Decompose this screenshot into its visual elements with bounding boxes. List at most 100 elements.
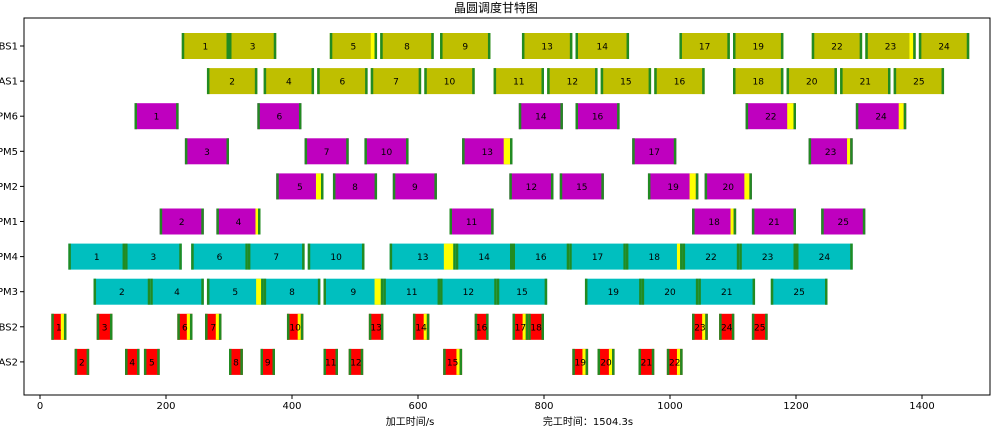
task-bar-label: 5 <box>232 288 238 298</box>
task-bar-PM5-7: 7 <box>304 138 349 165</box>
task-bar-end-edge <box>240 348 243 375</box>
task-bar-label: 4 <box>286 78 292 88</box>
task-bar-start-edge <box>134 103 137 130</box>
task-bar-start-edge <box>125 243 128 270</box>
x-tick-label-400: 400 <box>282 401 301 412</box>
task-bar-BS1-17: 17 <box>679 33 730 59</box>
task-bar-label: 18 <box>708 218 720 228</box>
task-bar-start-edge <box>424 68 427 95</box>
x-tick-label-200: 200 <box>156 401 175 412</box>
task-bar-end-edge <box>544 278 548 305</box>
task-bar-end-edge <box>365 68 368 95</box>
task-bar-fill <box>370 68 422 95</box>
task-bar-start-edge <box>654 68 657 95</box>
task-bar-start-edge <box>865 33 868 59</box>
task-bar-end-edge <box>510 243 513 270</box>
task-bar-end-edge <box>374 33 378 59</box>
task-bar-fill <box>518 103 563 130</box>
task-bar-PM1-4: 4 <box>216 208 261 235</box>
task-bar-PM6-14: 14 <box>518 103 563 130</box>
task-bar-fill <box>229 348 243 375</box>
task-bar-fill <box>698 278 756 305</box>
task-bar-start-edge <box>260 348 263 375</box>
task-bar-start-edge <box>440 278 443 305</box>
task-bar-AS1-20: 20 <box>786 68 837 95</box>
task-bar-label: 24 <box>875 113 887 123</box>
task-bar-PM4-1: 1 <box>68 243 126 270</box>
task-bar-label: 12 <box>463 288 474 298</box>
task-bar-fill <box>93 278 151 305</box>
task-bar-PM5-13: 13 <box>462 138 513 165</box>
task-bar-PM4-10: 10 <box>307 243 365 270</box>
task-bar-fill <box>68 243 126 270</box>
task-bar-end-edge <box>472 68 475 95</box>
task-bar-label: 21 <box>641 358 652 368</box>
task-bar-end-edge <box>226 33 229 59</box>
task-bar-PM5-17: 17 <box>632 138 677 165</box>
y-tick-label-PM3: PM3 <box>0 287 18 298</box>
task-bar-end-edge <box>176 103 179 130</box>
task-bar-start-edge <box>528 313 531 340</box>
task-bar-start-edge <box>786 68 790 95</box>
task-bar-end-edge <box>63 313 67 340</box>
task-bar-fill <box>323 348 338 375</box>
task-bar-PM3-19: 19 <box>584 278 642 305</box>
task-bar-start-edge <box>493 68 497 95</box>
task-bar-label: 17 <box>515 323 526 333</box>
task-bar-AS1-16: 16 <box>654 68 705 95</box>
task-bar-label: 1 <box>56 323 62 333</box>
task-bar-AS2-12: 12 <box>348 348 364 375</box>
task-bar-PM5-23: 23 <box>808 138 853 165</box>
task-bar-start-edge <box>159 208 163 235</box>
task-bar-fill <box>323 278 384 305</box>
task-bar-AS1-6: 6 <box>317 68 368 95</box>
task-bar-end-edge <box>321 173 324 200</box>
task-bar-end-edge <box>541 313 544 340</box>
task-bar-fill <box>632 138 677 165</box>
task-bar-end-edge <box>859 33 863 59</box>
task-bar-fill <box>317 68 368 95</box>
task-bar-start-edge <box>181 33 185 59</box>
task-bar-label: 20 <box>600 358 612 368</box>
task-bar-end-edge <box>566 243 570 270</box>
task-bar-label: 2 <box>79 358 85 368</box>
task-bar-fill <box>770 278 828 305</box>
chart-title: 晶圆调度甘特图 <box>454 0 538 15</box>
task-bar-fill <box>751 208 796 235</box>
task-bar-end-edge <box>487 33 491 59</box>
makespan-label: 完工时间：1504.3s <box>543 415 633 428</box>
task-bar-label: 21 <box>860 78 871 88</box>
task-bar-fill <box>739 243 796 270</box>
task-bar-PM4-22: 22 <box>682 243 740 270</box>
task-bar-label: 9 <box>351 288 357 298</box>
task-bar-label: 22 <box>669 358 680 368</box>
task-bar-label: 21 <box>721 288 732 298</box>
task-bar-PM3-25: 25 <box>770 278 828 305</box>
task-bar-PM4-18: 18 <box>625 243 683 270</box>
task-bar-start-edge <box>125 348 128 375</box>
task-bar-fill <box>191 243 248 270</box>
task-bar-fill <box>96 313 113 340</box>
task-bar-PM4-23: 23 <box>739 243 796 270</box>
task-bar-start-edge <box>521 33 525 59</box>
task-bar-start-edge <box>474 313 478 340</box>
task-bar-end-edge <box>648 68 652 95</box>
task-bar-wait <box>702 313 706 340</box>
task-bar-start-edge <box>647 173 651 200</box>
task-bar-AS2-9: 9 <box>260 348 275 375</box>
task-bar-label: 2 <box>229 78 235 88</box>
task-bar-label: 10 <box>381 148 393 158</box>
task-bar-PM1-21: 21 <box>751 208 796 235</box>
task-bar-end-edge <box>752 278 756 305</box>
task-bar-wait <box>443 243 454 270</box>
task-bar-start-edge <box>263 68 267 95</box>
task-bar-end-edge <box>702 68 705 95</box>
task-bar-fill <box>638 348 655 375</box>
task-bar-fill <box>855 103 907 130</box>
task-bar-fill <box>440 33 491 59</box>
task-bar-BS2-25: 25 <box>751 313 768 340</box>
task-bar-label: 8 <box>404 43 410 53</box>
task-bar-fill <box>512 243 570 270</box>
task-bar-fill <box>474 313 489 340</box>
task-bar-end-edge <box>850 138 853 165</box>
